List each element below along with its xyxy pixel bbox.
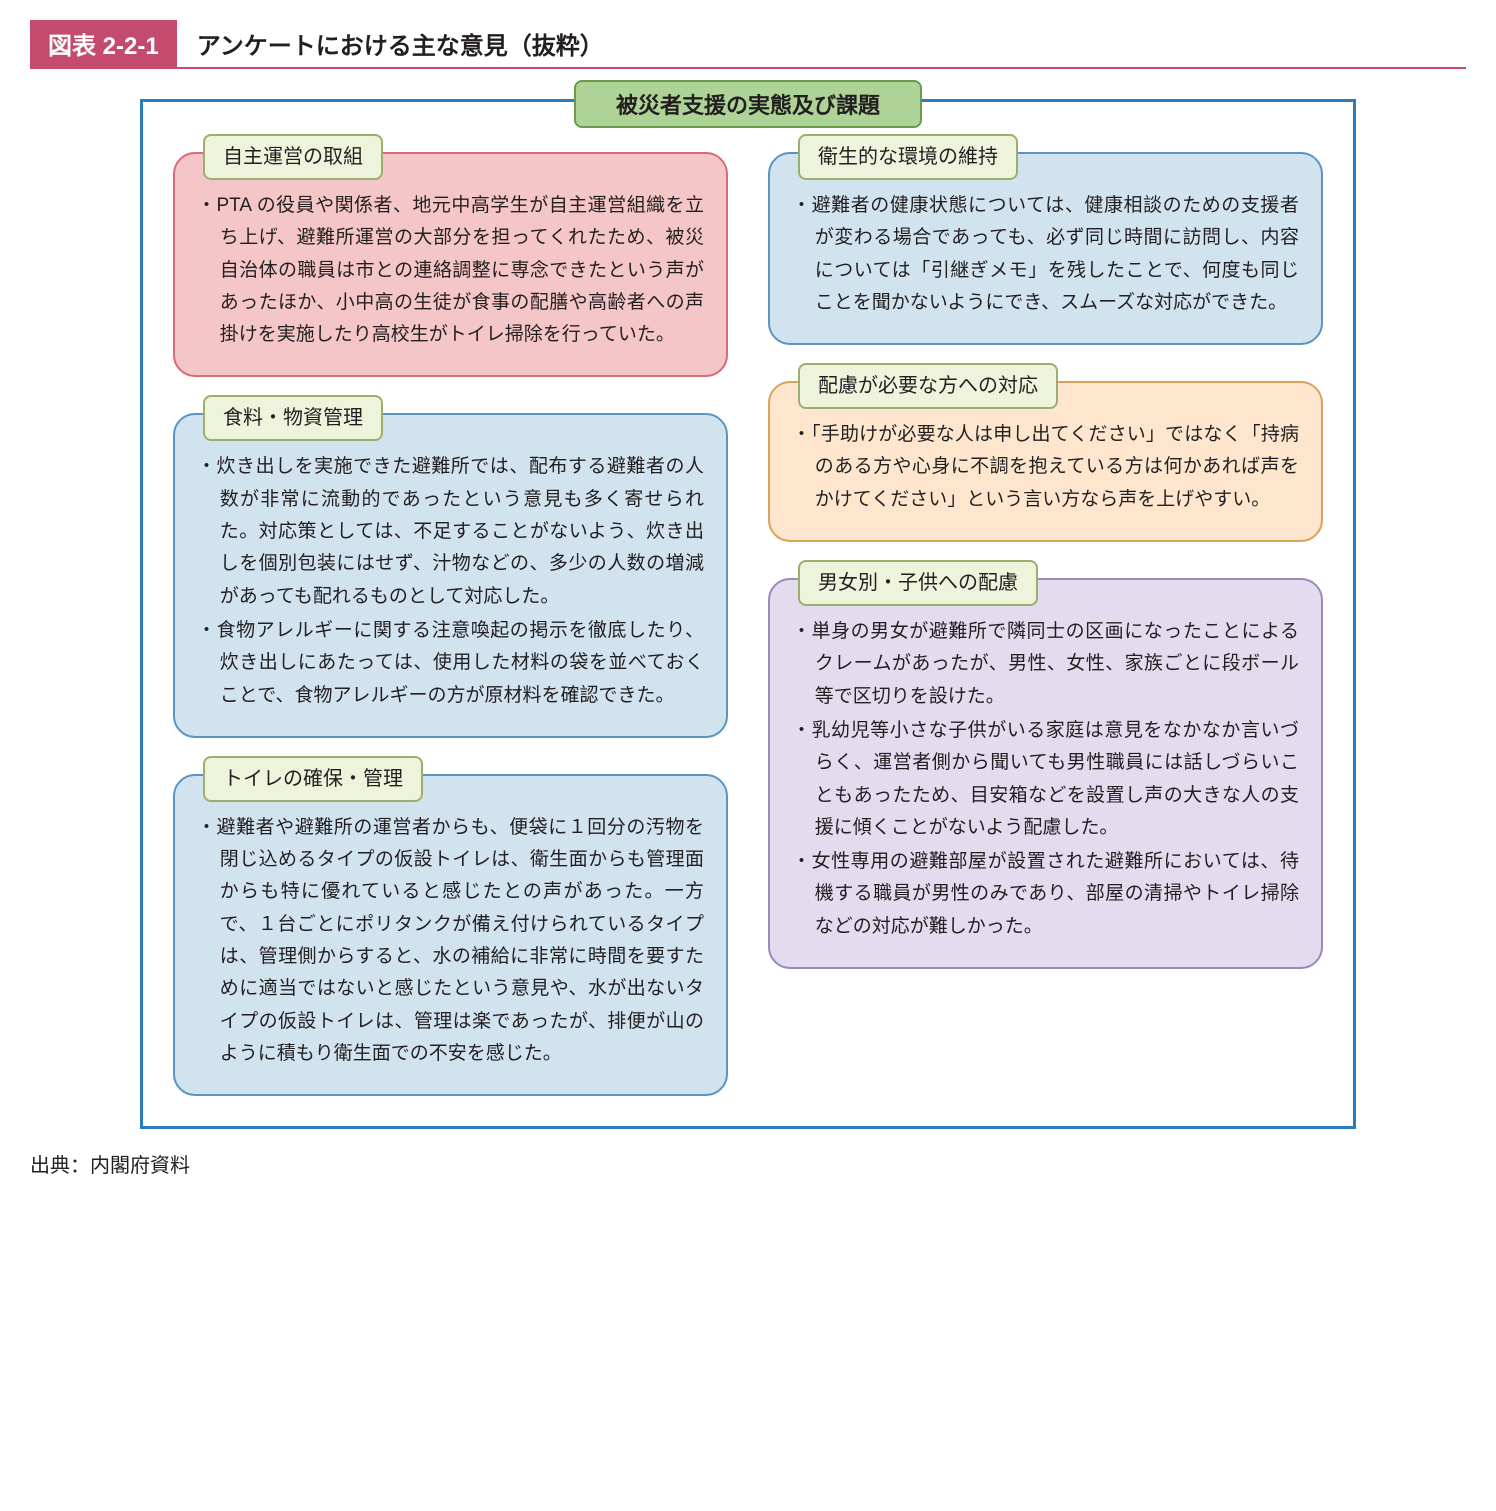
card-list: 避難者や避難所の運営者からも、便袋に１回分の汚物を閉じ込めるタイプの仮設トイレは… <box>197 812 704 1070</box>
card-item: 乳幼児等小さな子供がいる家庭は意見をなかなか言いづらく、運営者側から聞いても男性… <box>792 715 1299 844</box>
card-item: 炊き出しを実施できた避難所では、配布する避難者の人数が非常に流動的であったという… <box>197 451 704 612</box>
card-item: 避難者の健康状態については、健康相談のための支援者が変わる場合であっても、必ず同… <box>792 190 1299 319</box>
card-list: 単身の男女が避難所で隣同士の区画になったことによるクレームがあったが、男性、女性… <box>792 616 1299 943</box>
card-label-special-needs: 配慮が必要な方への対応 <box>798 363 1058 409</box>
columns: 自主運営の取組PTA の役員や関係者、地元中高学生が自主運営組織を立ち上げ、避難… <box>173 152 1323 1096</box>
card-list: 「手助けが必要な人は申し出てください」ではなく「持病のある方や心身に不調を抱えて… <box>792 419 1299 516</box>
card-item: 避難者や避難所の運営者からも、便袋に１回分の汚物を閉じ込めるタイプの仮設トイレは… <box>197 812 704 1070</box>
card-item: 単身の男女が避難所で隣同士の区画になったことによるクレームがあったが、男性、女性… <box>792 616 1299 713</box>
card-food-supply: 食料・物資管理炊き出しを実施できた避難所では、配布する避難者の人数が非常に流動的… <box>173 413 728 737</box>
figure-header: 図表 2-2-1 アンケートにおける主な意見（抜粋） <box>30 20 1466 69</box>
left-column: 自主運営の取組PTA の役員や関係者、地元中高学生が自主運営組織を立ち上げ、避難… <box>173 152 728 1096</box>
card-list: PTA の役員や関係者、地元中高学生が自主運営組織を立ち上げ、避難所運営の大部分… <box>197 190 704 351</box>
card-label-toilet: トイレの確保・管理 <box>203 756 423 802</box>
card-gender-children: 男女別・子供への配慮単身の男女が避難所で隣同士の区画になったことによるクレームが… <box>768 578 1323 969</box>
card-hygiene: 衛生的な環境の維持避難者の健康状態については、健康相談のための支援者が変わる場合… <box>768 152 1323 345</box>
card-list: 避難者の健康状態については、健康相談のための支援者が変わる場合であっても、必ず同… <box>792 190 1299 319</box>
main-frame: 被災者支援の実態及び課題 自主運営の取組PTA の役員や関係者、地元中高学生が自… <box>140 99 1356 1129</box>
card-item: 「手助けが必要な人は申し出てください」ではなく「持病のある方や心身に不調を抱えて… <box>792 419 1299 516</box>
card-item: 女性専用の避難部屋が設置された避難所においては、待機する職員が男性のみであり、部… <box>792 846 1299 943</box>
source-credit: 出典：内閣府資料 <box>30 1149 1466 1178</box>
card-item: PTA の役員や関係者、地元中高学生が自主運営組織を立ち上げ、避難所運営の大部分… <box>197 190 704 351</box>
card-toilet: トイレの確保・管理避難者や避難所の運営者からも、便袋に１回分の汚物を閉じ込めるタ… <box>173 774 728 1096</box>
card-list: 炊き出しを実施できた避難所では、配布する避難者の人数が非常に流動的であったという… <box>197 451 704 711</box>
card-label-self-management: 自主運営の取組 <box>203 134 383 180</box>
right-column: 衛生的な環境の維持避難者の健康状態については、健康相談のための支援者が変わる場合… <box>768 152 1323 1096</box>
main-title-badge: 被災者支援の実態及び課題 <box>574 80 922 128</box>
card-label-gender-children: 男女別・子供への配慮 <box>798 560 1038 606</box>
figure-title: アンケートにおける主な意見（抜粋） <box>177 20 1466 67</box>
card-label-hygiene: 衛生的な環境の維持 <box>798 134 1018 180</box>
figure-number: 図表 2-2-1 <box>30 20 177 67</box>
card-special-needs: 配慮が必要な方への対応「手助けが必要な人は申し出てください」ではなく「持病のある… <box>768 381 1323 542</box>
card-item: 食物アレルギーに関する注意喚起の掲示を徹底したり、炊き出しにあたっては、使用した… <box>197 615 704 712</box>
card-label-food-supply: 食料・物資管理 <box>203 395 383 441</box>
card-self-management: 自主運営の取組PTA の役員や関係者、地元中高学生が自主運営組織を立ち上げ、避難… <box>173 152 728 377</box>
